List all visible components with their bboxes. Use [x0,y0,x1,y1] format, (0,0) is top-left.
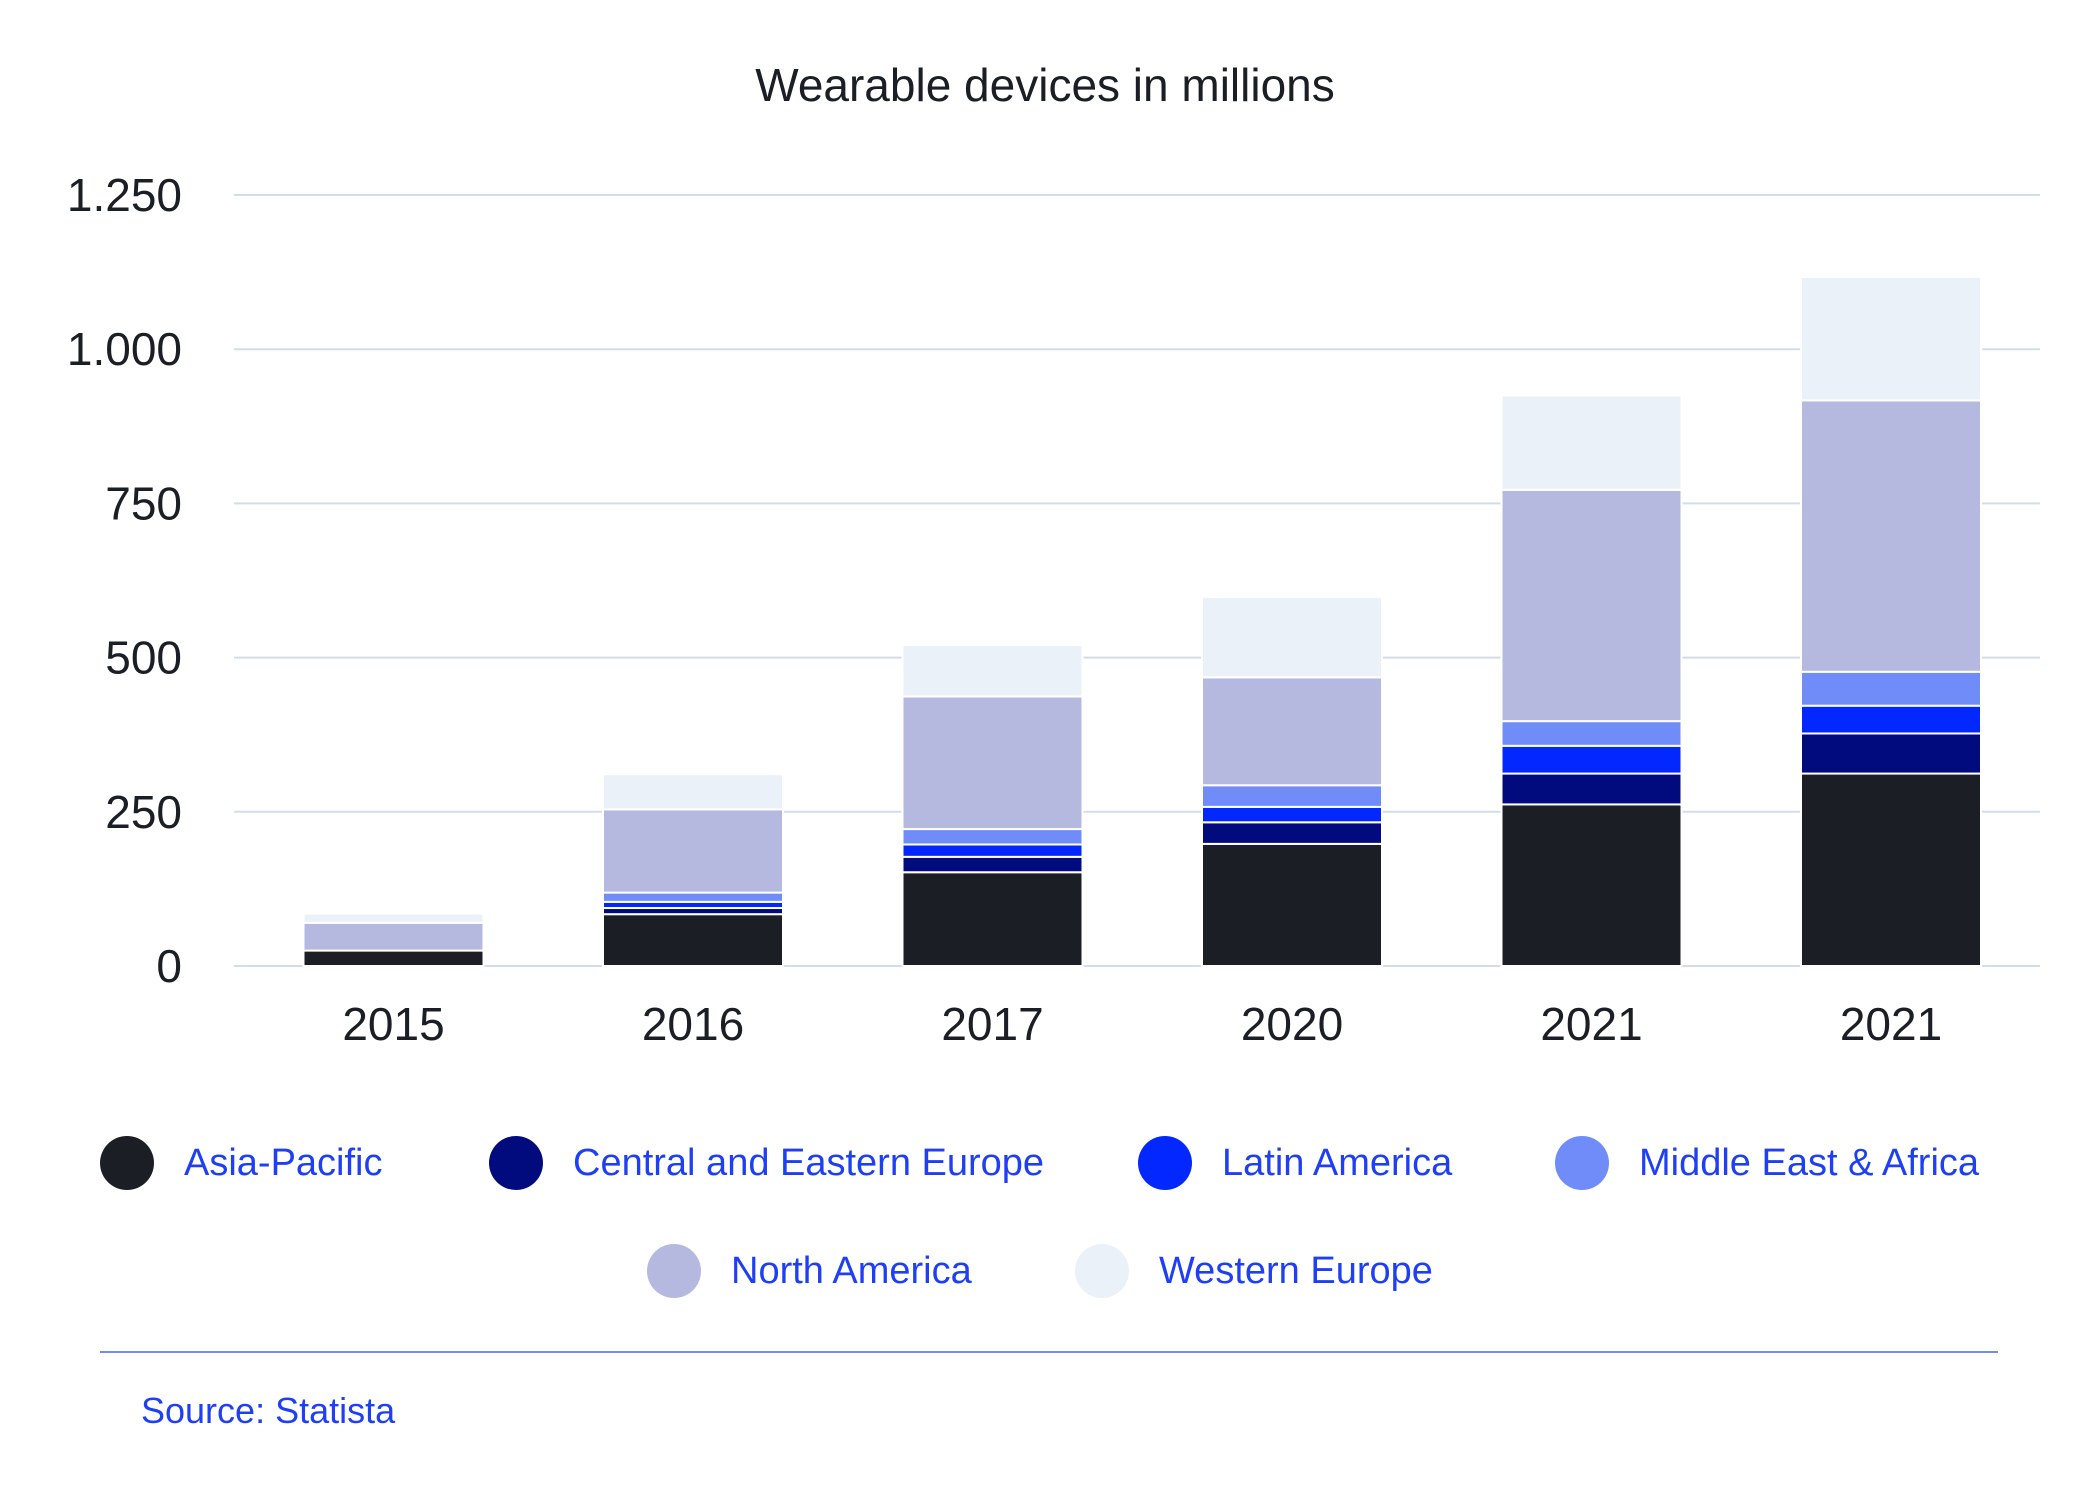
legend-item-asia-pacific[interactable]: Asia-Pacific [100,1136,383,1190]
legend-label: North America [731,1249,972,1292]
y-axis-ticks: 0 250 500 750 1.000 1.250 [67,169,182,992]
legend-swatch [647,1244,701,1298]
chart-title: Wearable devices in millions [755,59,1335,111]
x-tick-label: 2016 [642,998,744,1050]
gridlines [234,194,2040,967]
bar-segment [1800,276,1982,402]
divider [100,1351,1998,1353]
bar-segment [602,773,784,811]
legend-item-middle-east-africa[interactable]: Middle East & Africa [1555,1136,1979,1190]
bar-segment [901,855,1084,874]
bar-segment [901,871,1084,967]
legend-item-north-america[interactable]: North America [647,1244,972,1298]
source-note: Source: Statista [141,1390,396,1431]
legend-label: Asia-Pacific [184,1141,383,1184]
legend-label: Central and Eastern Europe [573,1141,1045,1184]
y-tick-label: 0 [156,940,182,992]
stacked-bar-chart: Wearable devices in millions 0 250 500 750 1… [67,59,2040,1050]
bar-segment [1500,394,1683,491]
bar-segment [1500,488,1683,723]
y-tick-label: 500 [105,632,182,684]
y-tick-label: 750 [105,477,182,529]
x-tick-label: 2017 [941,998,1043,1050]
legend-item-western-europe[interactable]: Western Europe [1075,1244,1433,1298]
x-tick-label: 2021 [1840,998,1942,1050]
bar-segment [602,891,784,903]
bar-segment [1201,784,1383,808]
bar-segment [901,695,1084,831]
bar-segment [302,949,485,968]
legend-swatch [1075,1244,1129,1298]
bar-segment [1500,744,1683,775]
legend-label: Western Europe [1159,1249,1433,1292]
bar-segment [602,808,784,894]
y-tick-label: 1.250 [67,169,182,221]
x-tick-label: 2015 [342,998,444,1050]
y-tick-label: 1.000 [67,323,182,375]
legend-swatch [1138,1136,1192,1190]
legend-label: Middle East & Africa [1639,1141,1980,1184]
bar-segment [1201,596,1383,679]
legend-item-central-eastern-europe[interactable]: Central and Eastern Europe [489,1136,1044,1190]
legend-item-latin-america[interactable]: Latin America [1138,1136,1452,1190]
legend-swatch [1555,1136,1609,1190]
legend-swatch [489,1136,543,1190]
bar-segment [1800,772,1982,968]
x-axis-ticks: 2015 2016 2017 2020 2021 2021 [342,998,1942,1050]
bar-segment [302,912,485,924]
legend-swatch [100,1136,154,1190]
bar-segment [1800,399,1982,673]
bars [302,276,1982,968]
bar-segment [1500,772,1683,806]
bar-segment [1201,842,1383,967]
bar-segment [1800,732,1982,775]
y-tick-label: 250 [105,786,182,838]
x-tick-label: 2021 [1540,998,1642,1050]
legend-label: Latin America [1222,1141,1453,1184]
bar-segment [1201,805,1383,824]
bar-segment [1201,676,1383,787]
bar-segment [901,644,1084,698]
bar-segment [602,913,784,967]
bar-segment [1500,803,1683,967]
bar-segment [901,828,1084,846]
bar-segment [901,843,1084,858]
x-tick-label: 2020 [1241,998,1343,1050]
bar-segment [1201,821,1383,845]
bar-segment [1500,720,1683,747]
bar-segment [302,921,485,952]
bar-segment [1800,704,1982,735]
bar-segment [1800,670,1982,707]
